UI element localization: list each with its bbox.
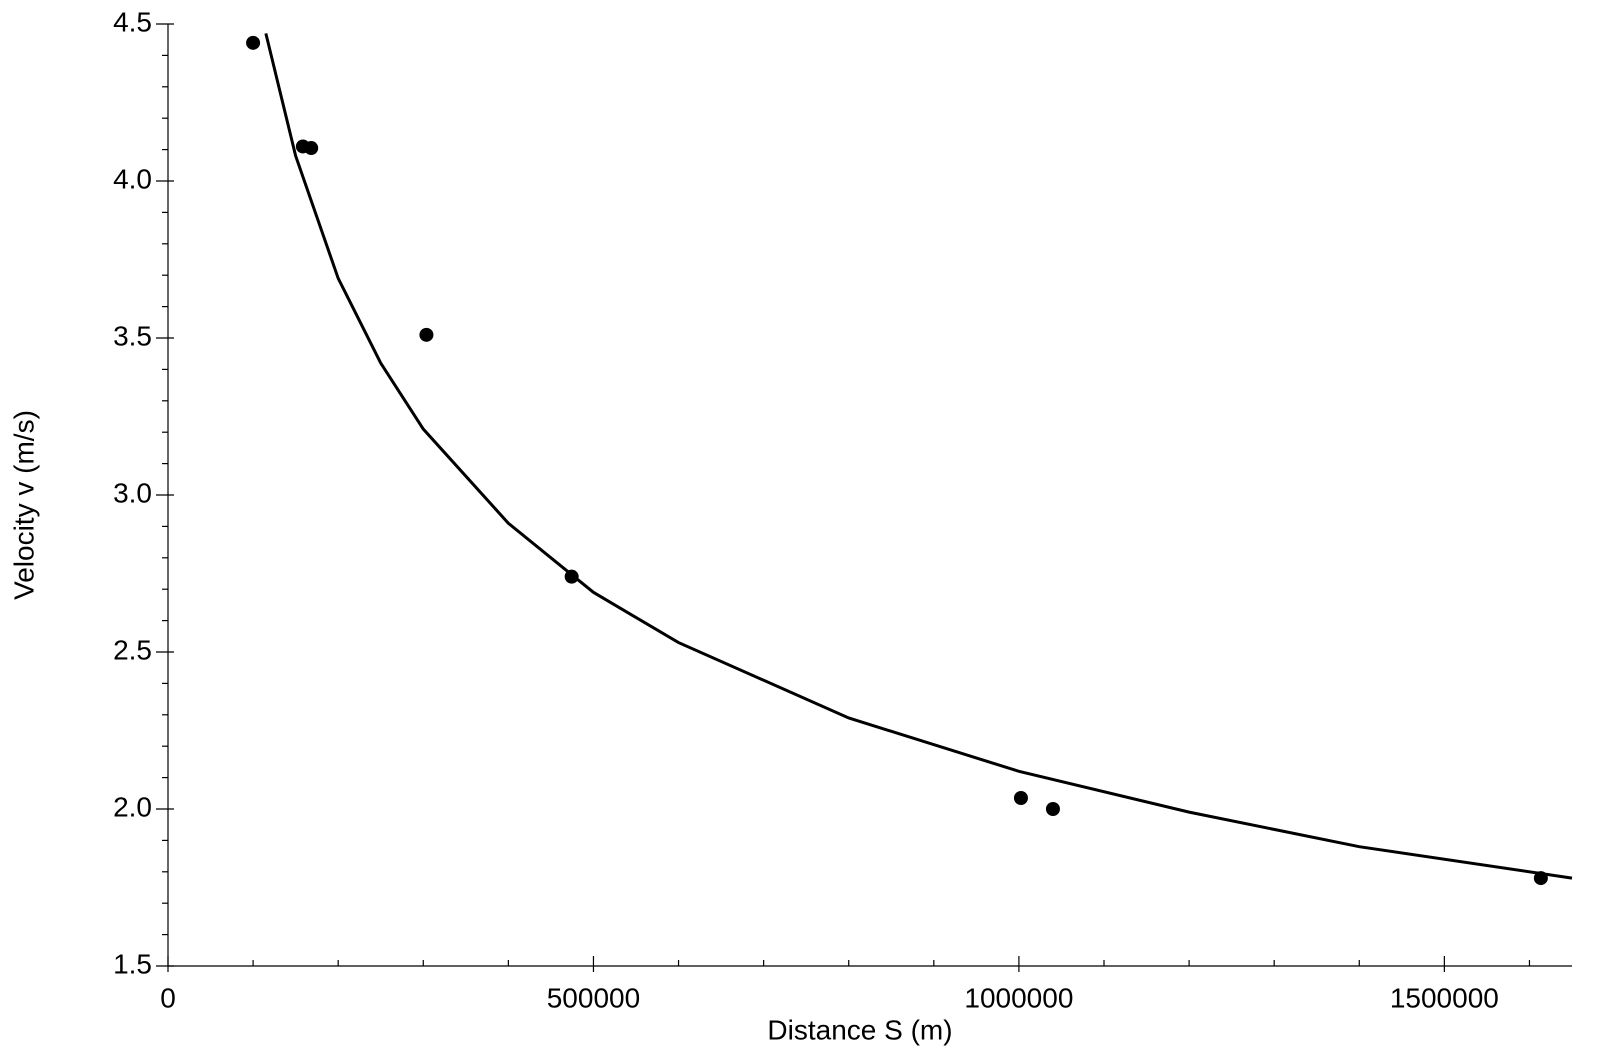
x-tick-label: 500000 — [547, 982, 640, 1013]
x-tick-label: 1000000 — [964, 982, 1073, 1013]
data-point — [304, 141, 319, 156]
data-point — [1045, 802, 1060, 816]
data-point — [419, 327, 434, 342]
y-tick-label: 2.5 — [113, 634, 152, 665]
data-point — [1533, 871, 1548, 886]
y-axis-label: Velocity v (m/s) — [8, 410, 39, 600]
data-point — [246, 35, 261, 50]
y-tick-label: 3.5 — [113, 320, 152, 351]
data-point — [564, 569, 579, 584]
fit-curve — [264, 33, 1573, 880]
data-point — [1013, 791, 1028, 806]
y-tick-label: 2.0 — [113, 791, 152, 822]
x-tick-label: 0 — [160, 982, 176, 1013]
x-axis-label: Distance S (m) — [767, 1014, 952, 1045]
y-tick-label: 3.0 — [113, 477, 152, 508]
x-tick-label: 1500000 — [1390, 982, 1499, 1013]
y-tick-label: 4.5 — [113, 6, 152, 37]
y-tick-label: 4.0 — [113, 163, 152, 194]
y-tick-label: 1.5 — [113, 948, 152, 979]
